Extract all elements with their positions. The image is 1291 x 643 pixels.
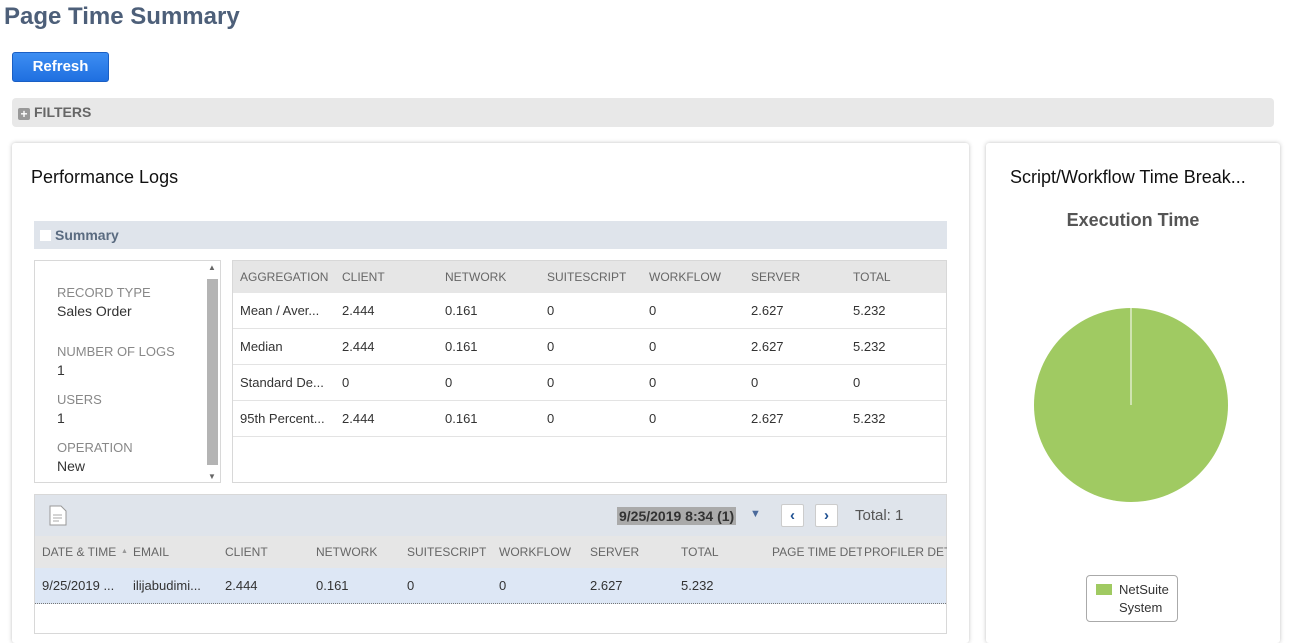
- summary-section-toggle[interactable]: Summary: [34, 221, 947, 249]
- column-header[interactable]: CLIENT: [342, 270, 385, 284]
- legend-swatch: [1096, 584, 1112, 595]
- detail-value: New: [57, 458, 86, 474]
- column-header[interactable]: CLIENT: [225, 545, 268, 559]
- expand-icon: +: [18, 108, 30, 120]
- detail-label: NUMBER OF LOGS: [57, 344, 175, 359]
- chevron-down-icon[interactable]: ▼: [750, 508, 761, 520]
- page-title: Page Time Summary: [4, 3, 240, 30]
- next-page-button[interactable]: ›: [815, 504, 838, 527]
- table-cell: Standard De...: [240, 375, 324, 390]
- panel-title: Script/Workflow Time Break...: [1010, 167, 1246, 187]
- table-cell: 95th Percent...: [240, 411, 325, 426]
- table-cell: 5.232: [853, 303, 886, 318]
- filters-toggle[interactable]: + FILTERS: [12, 98, 1274, 127]
- chart-title: Execution Time: [1066, 210, 1200, 230]
- column-header[interactable]: SUITESCRIPT: [547, 270, 627, 284]
- table-cell: 0: [547, 303, 555, 318]
- column-header[interactable]: PAGE TIME DET: [772, 545, 862, 559]
- column-header[interactable]: PROFILER DETA: [864, 545, 947, 559]
- column-header[interactable]: SUITESCRIPT: [407, 545, 487, 559]
- previous-page-button[interactable]: ‹: [781, 504, 804, 527]
- table-cell: 0: [649, 411, 657, 426]
- table-cell: 0: [649, 303, 657, 318]
- column-header[interactable]: NETWORK: [445, 270, 507, 284]
- grid-cell: 2.444: [225, 578, 258, 593]
- table-cell: 2.444: [342, 411, 375, 426]
- table-cell: 0.161: [445, 411, 478, 426]
- column-header[interactable]: WORKFLOW: [499, 545, 571, 559]
- table-cell: 0.161: [445, 303, 478, 318]
- detail-label: RECORD TYPE: [57, 285, 151, 300]
- scroll-down-icon[interactable]: ▼: [208, 472, 216, 481]
- column-header[interactable]: AGGREGATION: [240, 270, 329, 284]
- detail-label: OPERATION: [57, 440, 133, 455]
- collapse-icon: [40, 230, 51, 241]
- summary-details: RECORD TYPE Sales Order NUMBER OF LOGS 1…: [34, 260, 221, 483]
- detail-value: Sales Order: [57, 303, 132, 319]
- table-row: Mean / Aver... 2.444 0.161 0 0 2.627 5.232: [233, 293, 946, 329]
- panel-title: Performance Logs: [31, 167, 179, 187]
- table-row: 95th Percent... 2.444 0.161 0 0 2.627 5.232: [233, 401, 946, 437]
- table-cell: 5.232: [853, 411, 886, 426]
- column-header[interactable]: NETWORK: [316, 545, 378, 559]
- chart-legend: NetSuite System: [1086, 575, 1178, 622]
- table-cell: 2.444: [342, 339, 375, 354]
- detail-value: 1: [57, 362, 65, 378]
- table-cell: 0: [547, 339, 555, 354]
- total-count: Total: 1: [855, 507, 904, 524]
- table-cell: 2.627: [751, 339, 784, 354]
- table-cell: 0: [649, 375, 657, 390]
- table-cell: 0.161: [445, 339, 478, 354]
- table-cell: 5.232: [853, 339, 886, 354]
- table-cell: Median: [240, 339, 283, 354]
- table-cell: 2.627: [751, 411, 784, 426]
- column-header[interactable]: EMAIL: [133, 545, 170, 559]
- log-grid: 9/25/2019 8:34 (1) ▼ ‹ › Total: 1 DATE &…: [34, 494, 947, 634]
- grid-cell: 0: [499, 578, 507, 593]
- table-cell: 0: [853, 375, 861, 390]
- sort-ascending-icon: ▲: [121, 548, 128, 555]
- table-cell: 0: [751, 375, 759, 390]
- grid-toolbar: 9/25/2019 8:34 (1) ▼ ‹ › Total: 1: [35, 495, 946, 536]
- detail-label: USERS: [57, 392, 102, 407]
- table-row: Standard De... 0 0 0 0 0 0: [233, 365, 946, 401]
- table-cell: 2.444: [342, 303, 375, 318]
- table-cell: 0: [547, 411, 555, 426]
- table-cell: 0: [445, 375, 453, 390]
- table-cell: 0: [649, 339, 657, 354]
- export-document-icon[interactable]: [49, 505, 67, 526]
- table-cell: 2.627: [751, 303, 784, 318]
- column-header[interactable]: SERVER: [590, 545, 640, 559]
- detail-value: 1: [57, 410, 65, 426]
- column-header[interactable]: WORKFLOW: [649, 270, 721, 284]
- pie-chart: [1034, 308, 1228, 502]
- grid-row[interactable]: 9/25/2019 ... ilijabudimi... 2.444 0.161 0 0 2…: [35, 568, 946, 604]
- column-header[interactable]: TOTAL: [853, 270, 891, 284]
- grid-cell: 9/25/2019 ...: [42, 578, 115, 593]
- table-header: AGGREGATION CLIENT NETWORK SUITESCRIPT WORKF…: [233, 261, 946, 293]
- table-row: Median 2.444 0.161 0 0 2.627 5.232: [233, 329, 946, 365]
- grid-cell: 5.232: [681, 578, 714, 593]
- grid-cell: 0.161: [316, 578, 349, 593]
- breakdown-panel: Script/Workflow Time Break... Execution …: [986, 143, 1280, 643]
- grid-header: DATE & TIME EMAIL CLIENT NETWORK SUITESCRIPT…: [35, 536, 947, 568]
- refresh-button[interactable]: Refresh: [12, 52, 109, 82]
- summary-label: Summary: [55, 227, 119, 243]
- scrollbar[interactable]: ▲ ▼: [205, 263, 219, 481]
- column-header[interactable]: DATE & TIME: [42, 545, 117, 559]
- table-cell: Mean / Aver...: [240, 303, 320, 318]
- grid-cell: ilijabudimi...: [133, 578, 201, 593]
- table-cell: 0: [342, 375, 350, 390]
- grid-cell: 2.627: [590, 578, 623, 593]
- column-header[interactable]: SERVER: [751, 270, 801, 284]
- scroll-up-icon[interactable]: ▲: [208, 263, 216, 272]
- table-cell: 0: [547, 375, 555, 390]
- grid-cell: 0: [407, 578, 415, 593]
- aggregation-table: AGGREGATION CLIENT NETWORK SUITESCRIPT WORKF…: [232, 260, 947, 483]
- legend-label[interactable]: NetSuite System: [1119, 582, 1169, 615]
- scrollbar-thumb[interactable]: [207, 279, 218, 465]
- page-selector[interactable]: 9/25/2019 8:34 (1): [617, 507, 737, 525]
- column-header[interactable]: TOTAL: [681, 545, 719, 559]
- filters-label: FILTERS: [34, 104, 92, 120]
